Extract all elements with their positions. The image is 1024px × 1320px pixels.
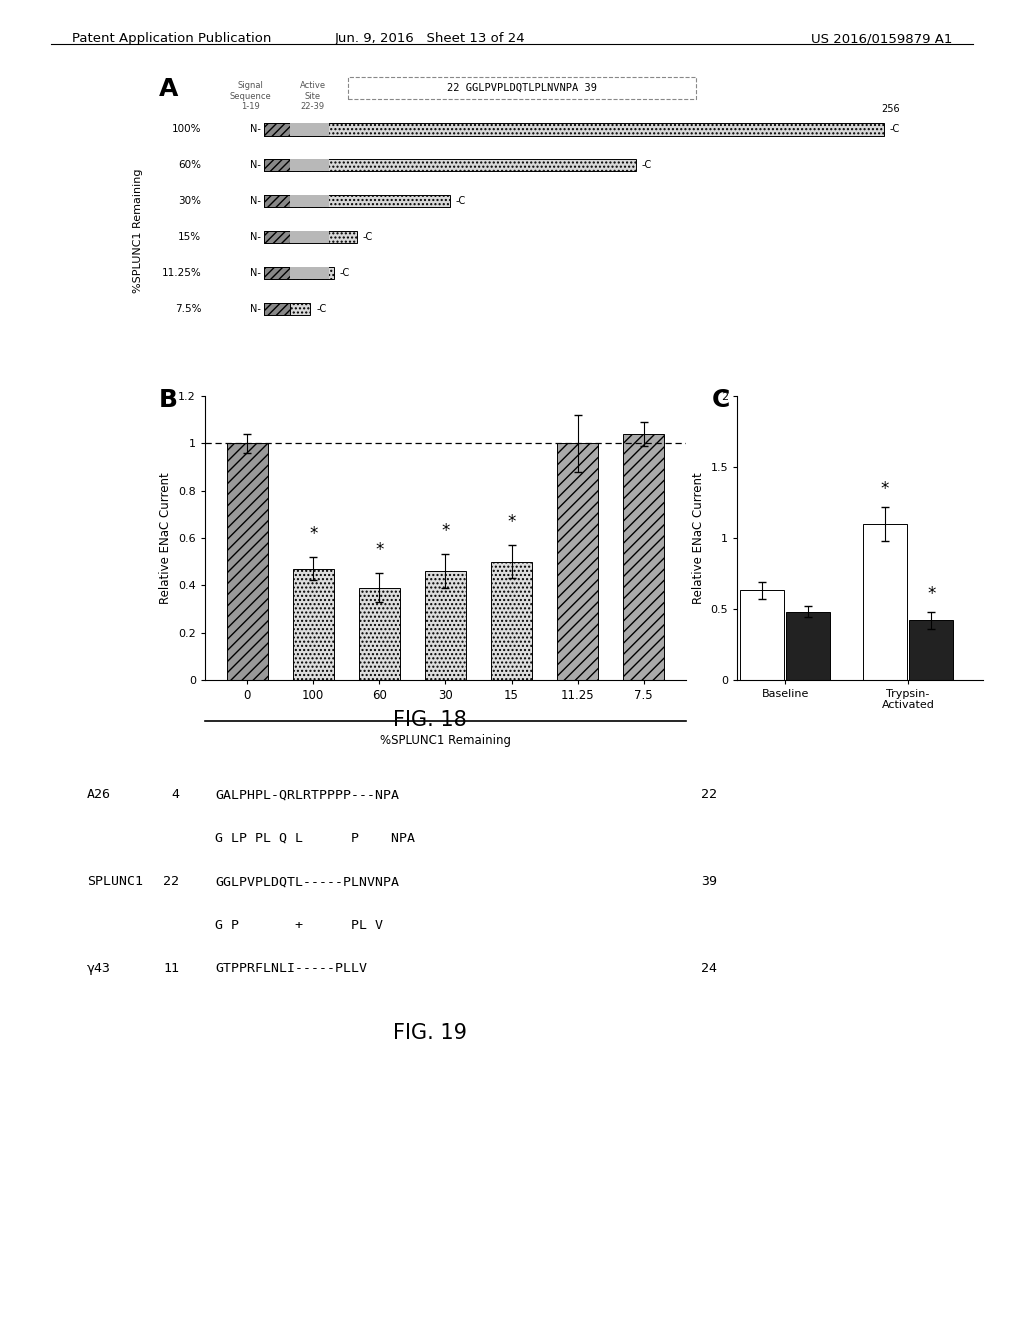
Text: G P       +      PL V: G P + PL V xyxy=(215,919,383,932)
Text: C: C xyxy=(712,388,730,412)
Bar xyxy=(291,267,329,279)
Text: 22: 22 xyxy=(163,875,179,888)
Text: GALPHPL-QRLRTPPPP---NPA: GALPHPL-QRLRTPPPP---NPA xyxy=(215,788,399,801)
Bar xyxy=(226,444,267,680)
Text: N-: N- xyxy=(250,124,260,135)
Text: 39: 39 xyxy=(701,875,718,888)
Text: -C: -C xyxy=(362,232,373,242)
Text: 256: 256 xyxy=(882,104,900,115)
Text: 100%: 100% xyxy=(172,124,202,135)
Text: 11.25%: 11.25% xyxy=(162,268,202,277)
Bar xyxy=(264,123,291,136)
Bar xyxy=(425,572,466,680)
Text: 7.5%: 7.5% xyxy=(175,304,202,314)
Text: N-: N- xyxy=(250,197,260,206)
Text: -C: -C xyxy=(316,304,327,314)
Bar xyxy=(740,590,783,680)
Text: 11: 11 xyxy=(163,962,179,975)
Bar xyxy=(264,302,291,315)
Text: B: B xyxy=(159,388,178,412)
Text: -C: -C xyxy=(339,268,349,277)
Text: Signal
Sequence
1-19: Signal Sequence 1-19 xyxy=(229,81,271,111)
Bar xyxy=(909,620,953,680)
Text: Jun. 9, 2016   Sheet 13 of 24: Jun. 9, 2016 Sheet 13 of 24 xyxy=(335,32,525,45)
Text: %SPLUNC1 Remaining: %SPLUNC1 Remaining xyxy=(380,734,511,747)
Text: 22 GGLPVPLDQTLPLNVNPA 39: 22 GGLPVPLDQTLPLNVNPA 39 xyxy=(446,83,597,92)
Bar xyxy=(264,267,291,279)
Text: GGLPVPLDQTL-----PLNVNPA: GGLPVPLDQTL-----PLNVNPA xyxy=(215,875,399,888)
Text: γ43: γ43 xyxy=(87,962,111,975)
Bar xyxy=(264,123,884,136)
Bar xyxy=(293,569,334,680)
Text: SPLUNC1: SPLUNC1 xyxy=(87,875,143,888)
Text: N-: N- xyxy=(250,160,260,170)
Y-axis label: Relative ENaC Current: Relative ENaC Current xyxy=(160,473,172,603)
Text: *: * xyxy=(441,523,450,540)
Bar xyxy=(264,195,291,207)
Bar xyxy=(291,231,329,243)
Text: N-: N- xyxy=(250,304,260,314)
Bar xyxy=(358,587,399,680)
Bar xyxy=(786,611,830,680)
Text: 22: 22 xyxy=(701,788,718,801)
Text: 24: 24 xyxy=(701,962,718,975)
Text: US 2016/0159879 A1: US 2016/0159879 A1 xyxy=(811,32,952,45)
Text: *: * xyxy=(881,480,889,498)
Bar xyxy=(863,524,906,680)
Text: *: * xyxy=(309,524,317,543)
Bar xyxy=(264,302,310,315)
Text: Active
Site
22-39: Active Site 22-39 xyxy=(300,81,326,111)
Text: A26: A26 xyxy=(87,788,111,801)
Bar xyxy=(264,158,291,172)
Text: -C: -C xyxy=(456,197,466,206)
Bar xyxy=(264,158,636,172)
Bar xyxy=(492,561,532,680)
Text: N-: N- xyxy=(250,268,260,277)
Bar xyxy=(264,231,291,243)
Text: -C: -C xyxy=(889,124,899,135)
Text: *: * xyxy=(375,541,384,560)
Text: A: A xyxy=(159,77,178,100)
Text: %SPLUNC1 Remaining: %SPLUNC1 Remaining xyxy=(133,169,143,293)
Bar xyxy=(264,267,334,279)
Text: GTPPRFLNLI-----PLLV: GTPPRFLNLI-----PLLV xyxy=(215,962,367,975)
Text: G LP PL Q L      P    NPA: G LP PL Q L P NPA xyxy=(215,832,415,845)
Bar xyxy=(291,158,329,172)
Y-axis label: Relative ENaC Current: Relative ENaC Current xyxy=(692,473,706,603)
Text: 60%: 60% xyxy=(178,160,202,170)
Text: 4: 4 xyxy=(171,788,179,801)
Bar xyxy=(264,231,357,243)
Bar xyxy=(291,123,329,136)
Text: FIG. 19: FIG. 19 xyxy=(393,1023,467,1043)
Text: N-: N- xyxy=(250,232,260,242)
Text: *: * xyxy=(927,585,935,603)
Bar xyxy=(557,444,598,680)
Bar xyxy=(624,434,665,680)
Bar xyxy=(291,195,329,207)
Bar xyxy=(264,195,450,207)
FancyBboxPatch shape xyxy=(347,77,695,99)
Text: -C: -C xyxy=(641,160,651,170)
Text: 15%: 15% xyxy=(178,232,202,242)
Text: FIG. 18: FIG. 18 xyxy=(393,710,467,730)
Text: 30%: 30% xyxy=(178,197,202,206)
Text: *: * xyxy=(507,512,516,531)
Text: Patent Application Publication: Patent Application Publication xyxy=(72,32,271,45)
